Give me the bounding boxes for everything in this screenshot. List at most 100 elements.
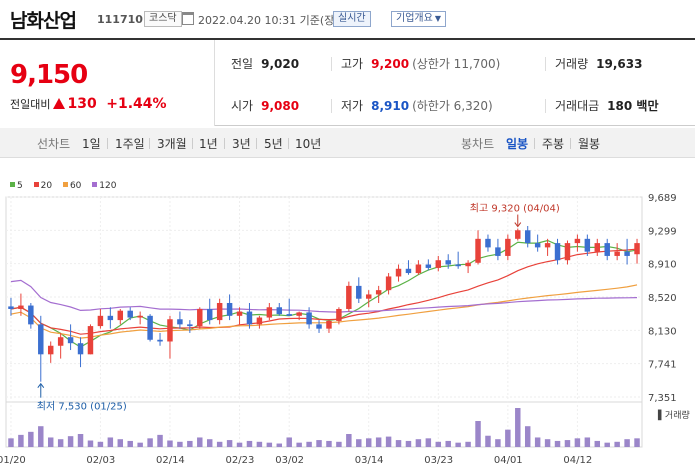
volume-bar	[167, 440, 173, 447]
high-arrow-head	[514, 222, 522, 228]
volume-bar	[147, 438, 153, 447]
candle-chart-label[interactable]: 봉차트	[461, 137, 495, 151]
price-grid: 전일 9,020 고가 9,200 (상한가 11,700) 거래량 19,633 시가…	[215, 40, 695, 126]
volume-bar	[475, 421, 481, 447]
candle-body	[286, 314, 292, 316]
volume-label: ▌거래량	[657, 409, 690, 421]
high-price: 고가 9,200 (상한가 11,700)	[341, 57, 501, 71]
period-1y[interactable]: 1년	[199, 137, 218, 151]
y-tick-label: 9,689	[648, 193, 677, 204]
candle-body	[226, 302, 233, 316]
divider	[107, 138, 108, 149]
candle-weekly[interactable]: 주봉	[542, 137, 565, 151]
legend-item-ma20: 20	[33, 181, 52, 191]
divider	[570, 138, 571, 149]
x-tick-label: 03/14	[355, 455, 384, 466]
legend-swatch	[62, 182, 68, 187]
candle-body	[375, 290, 382, 295]
candle-body	[415, 264, 422, 274]
ma-legend: 5 20 60 120	[10, 181, 124, 191]
candle-body	[455, 264, 461, 267]
stock-code: 111710	[97, 13, 143, 26]
change-amount: 130	[67, 96, 97, 112]
x-tick-label: 02/03	[86, 455, 115, 466]
candle-body	[316, 324, 322, 329]
candle-body	[594, 243, 601, 252]
candle-body	[485, 238, 491, 248]
candle-body	[8, 306, 14, 309]
volume-bar	[534, 437, 541, 447]
stock-header: 남화산업 111710 코스닥 2022.04.20 10:31 기준(장중) …	[0, 0, 695, 38]
legend-item-ma60: 60	[62, 181, 81, 191]
chevron-down-icon: ▼	[434, 14, 441, 23]
candle-body	[336, 308, 342, 321]
prev-close: 전일 9,020	[231, 57, 300, 71]
current-price-box: 9,150 전일대비 130 +1.44%	[0, 40, 215, 126]
candle-body	[187, 324, 193, 327]
candle-body	[515, 230, 521, 239]
candle-body	[57, 337, 64, 346]
legend-item-ma5: 5	[10, 181, 23, 191]
candle-body	[584, 238, 591, 252]
candle-body	[246, 311, 253, 325]
volume-bar	[574, 438, 581, 447]
period-3m[interactable]: 3개월	[157, 137, 187, 151]
volume-bar	[495, 439, 501, 447]
candle-body	[77, 343, 84, 355]
divider	[224, 138, 225, 149]
candle-body	[107, 315, 114, 321]
volume-bar	[67, 436, 74, 447]
period-3y[interactable]: 3년	[232, 137, 251, 151]
candle-body	[435, 260, 442, 268]
y-tick-label: 8,520	[648, 293, 677, 304]
change-row: 전일대비 130 +1.44%	[10, 96, 167, 112]
y-tick-label: 7,741	[648, 360, 677, 371]
volume-bar	[87, 440, 94, 447]
volume-bar	[117, 439, 124, 447]
volume-bar	[177, 441, 183, 447]
divider	[288, 138, 289, 149]
legend-item-ma120: 120	[92, 181, 116, 191]
candle-body	[306, 312, 312, 325]
volume-bar	[197, 437, 203, 447]
line-chart-label[interactable]: 선차트	[37, 137, 71, 151]
candle-body	[117, 310, 124, 321]
candle-body	[47, 345, 54, 355]
legend-swatch	[33, 182, 39, 187]
candle-monthly[interactable]: 월봉	[578, 137, 601, 151]
candlestick-chart[interactable]: 9,689 9,299 8,910 8,520 8,130 7,741 7,351 01/20…	[0, 190, 695, 470]
candle-body	[385, 276, 392, 291]
volume-bar	[296, 442, 302, 447]
candle-body	[266, 307, 273, 318]
candle-body	[147, 315, 153, 340]
candle-body	[256, 317, 263, 325]
period-1d[interactable]: 1일	[82, 137, 101, 151]
period-5y[interactable]: 5년	[264, 137, 283, 151]
candle-body	[326, 320, 332, 329]
x-tick-label: 04/01	[494, 455, 523, 466]
legend-swatch	[10, 182, 15, 187]
volume-bar	[246, 440, 253, 447]
candle-daily[interactable]: 일봉	[506, 137, 529, 151]
y-tick-label: 8,910	[648, 260, 677, 271]
ma120-line	[10, 279, 638, 313]
volume-bar	[38, 426, 44, 447]
volume: 거래량 19,633	[555, 57, 643, 71]
volume-bar	[137, 442, 143, 447]
y-tick-label: 8,130	[648, 326, 677, 337]
volume-bar	[286, 437, 292, 447]
period-1w[interactable]: 1주일	[115, 137, 145, 151]
volume-bar	[256, 441, 263, 447]
y-tick-label: 9,299	[648, 226, 677, 237]
volume-bar	[77, 434, 84, 447]
candle-body	[365, 294, 372, 299]
volume-bar	[356, 439, 362, 447]
company-info-dropdown[interactable]: 기업개요 ▼	[391, 11, 446, 27]
candle-body	[475, 238, 481, 263]
volume-bar	[624, 439, 630, 447]
volume-bar	[365, 438, 372, 447]
x-tick-label: 01/20	[0, 455, 26, 466]
period-10y[interactable]: 10년	[295, 137, 322, 151]
realtime-button[interactable]: 실시간	[333, 11, 371, 27]
plot-frame	[5, 196, 643, 448]
